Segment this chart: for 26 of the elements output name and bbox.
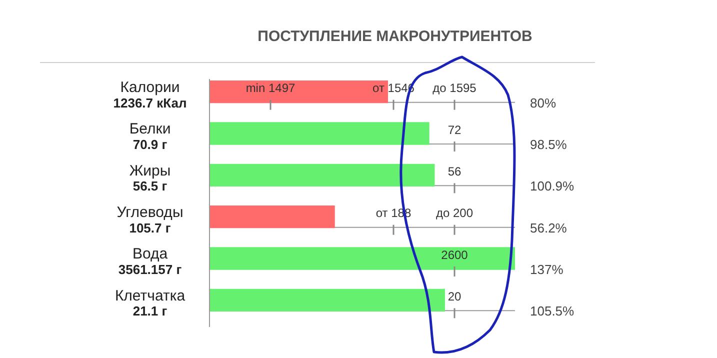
data-label: 56.2% xyxy=(530,220,568,236)
annotation: 56 xyxy=(448,164,462,178)
y-tick-label: Калории 1236.7 кКал xyxy=(113,78,187,110)
bar xyxy=(209,80,388,104)
bar xyxy=(209,206,335,228)
y-tick-label: Углеводы 105.7 г xyxy=(116,204,184,236)
data-label: 105.5% xyxy=(530,304,575,319)
y-tick-label: Вода 3561.157 г xyxy=(118,246,182,278)
bar xyxy=(209,122,430,145)
chart-title: ПОСТУПЛЕНИЕ МАКРОНУТРИЕНТОВ xyxy=(258,28,533,46)
annotation: 72 xyxy=(448,122,462,137)
bar xyxy=(209,247,515,270)
annotation: до 200 xyxy=(436,206,474,220)
data-label: 137% xyxy=(530,262,564,278)
y-tick-label: Белки 70.9 г xyxy=(129,120,171,152)
data-label: 80% xyxy=(530,95,556,110)
y-tick-label: Жиры 56.5 г xyxy=(129,162,171,194)
data-label: 100.9% xyxy=(530,178,575,194)
data-label: 98.5% xyxy=(530,137,568,152)
annotation: min 1497 xyxy=(246,81,296,96)
annotation: 2600 xyxy=(441,248,468,262)
bar xyxy=(209,164,435,186)
bar xyxy=(209,288,445,312)
annotation: 20 xyxy=(448,289,462,304)
annotation: до 1595 xyxy=(432,81,477,96)
y-tick-label: Клетчатка 21.1 г xyxy=(114,287,186,319)
